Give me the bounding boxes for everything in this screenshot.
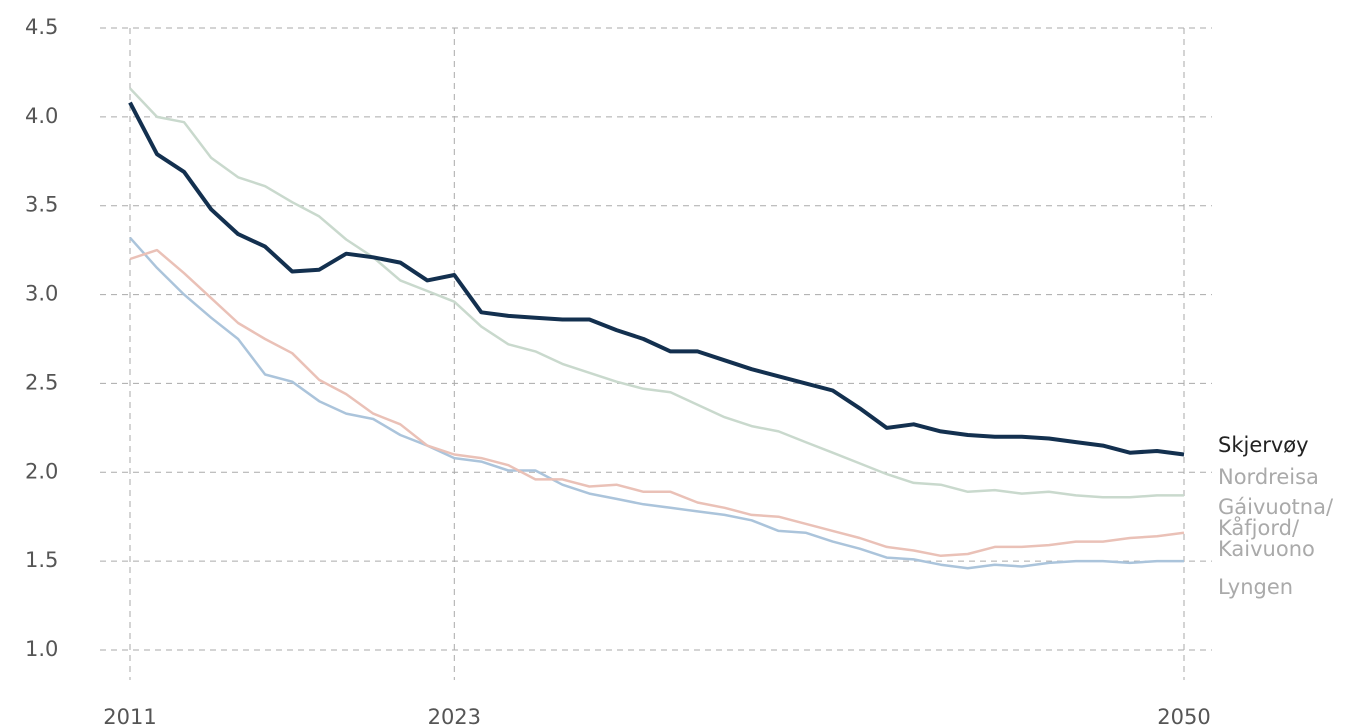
y-tick-label: 3.0 bbox=[25, 282, 58, 306]
legend-label: Nordreisa bbox=[1218, 465, 1319, 489]
legend-label: Skjervøy bbox=[1218, 433, 1309, 457]
series-line bbox=[129, 248, 1185, 558]
x-tick-label: 2023 bbox=[428, 705, 481, 728]
series-line bbox=[129, 236, 1184, 570]
legend-label: Gáivuotna/Kåfjord/Kaivuono bbox=[1218, 495, 1334, 561]
series-line bbox=[129, 87, 1184, 499]
legend-label: Lyngen bbox=[1218, 575, 1293, 599]
series-line bbox=[128, 101, 1185, 457]
y-tick-label: 4.5 bbox=[25, 15, 58, 39]
x-tick-label: 2011 bbox=[103, 705, 156, 728]
y-tick-label: 2.0 bbox=[25, 459, 58, 483]
y-tick-label: 2.5 bbox=[25, 370, 58, 394]
x-tick-label: 2050 bbox=[1157, 705, 1210, 728]
y-tick-label: 1.5 bbox=[25, 548, 58, 572]
y-tick-label: 3.5 bbox=[25, 193, 58, 217]
y-tick-label: 4.0 bbox=[25, 104, 58, 128]
y-tick-label: 1.0 bbox=[25, 637, 58, 661]
